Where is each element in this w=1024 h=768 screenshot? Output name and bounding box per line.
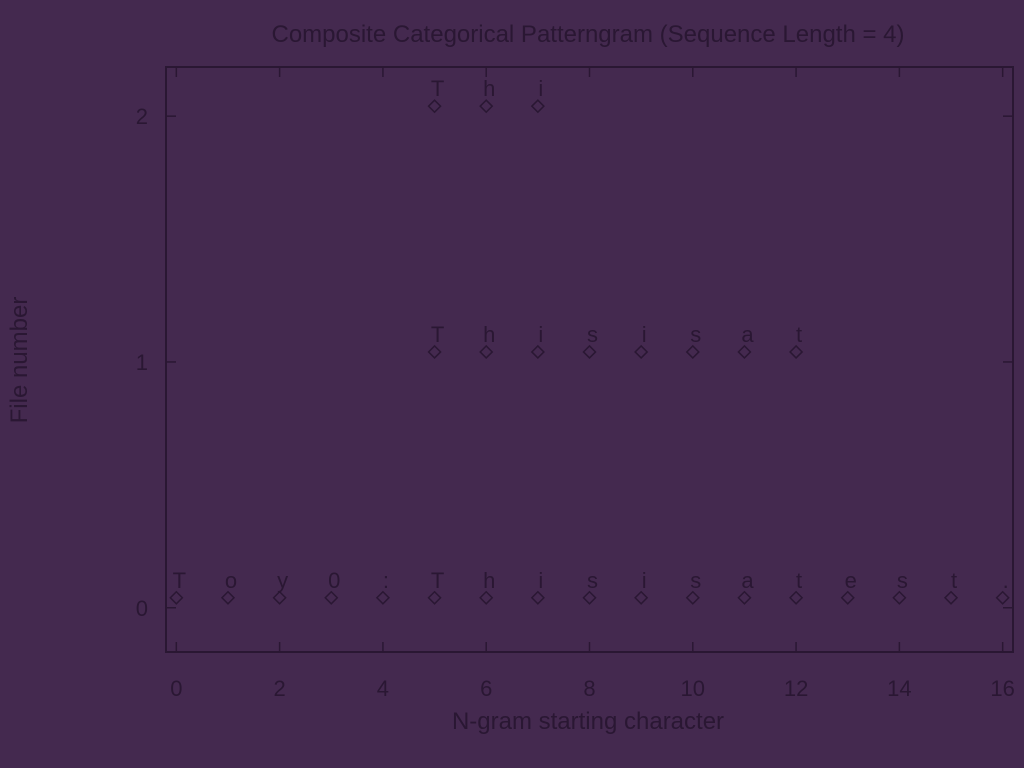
data-point-label: s [587, 322, 598, 347]
x-tick-label: 4 [377, 676, 389, 701]
chart-title: Composite Categorical Patterngram (Seque… [271, 21, 904, 48]
data-point-label: s [690, 322, 701, 347]
data-point-label: T [173, 568, 186, 593]
x-tick-label: 12 [784, 676, 808, 701]
data-point-marker [582, 590, 597, 605]
data-point-marker [530, 590, 545, 605]
data-point-marker [427, 344, 442, 360]
x-tick-label: 6 [480, 676, 492, 701]
data-point-marker [892, 590, 907, 605]
data-point-marker [634, 590, 649, 605]
data-point-label: T [431, 322, 444, 347]
data-point-marker [685, 590, 700, 605]
data-point-label: t [796, 568, 802, 593]
data-point-marker [737, 590, 752, 605]
data-point-marker [272, 590, 287, 605]
data-point-marker [789, 344, 804, 360]
x-tick-label: 8 [583, 676, 595, 701]
y-axis-label: File number [6, 297, 33, 424]
x-tick-label: 14 [887, 676, 911, 701]
data-point-label: h [483, 568, 495, 593]
data-point-label: : [383, 568, 389, 593]
y-tick-label: 1 [136, 350, 148, 375]
data-point-marker [840, 590, 855, 605]
data-point-label: h [483, 76, 495, 101]
data-point-label: i [538, 76, 543, 101]
y-tick-label: 0 [136, 596, 148, 621]
data-point-label: i [642, 568, 647, 593]
data-point-marker [634, 344, 649, 360]
data-point-marker [375, 590, 390, 605]
data-point-label: . [1003, 568, 1009, 593]
data-point-marker [530, 344, 545, 360]
data-point-label: i [538, 322, 543, 347]
data-point-marker [530, 99, 545, 114]
x-tick-label: 2 [273, 676, 285, 701]
data-point-label: s [587, 568, 598, 593]
data-point-marker [737, 344, 752, 360]
x-tick-label: 10 [681, 676, 705, 701]
data-point-label: T [431, 76, 444, 101]
data-point-marker [582, 344, 597, 360]
data-point-label: e [845, 568, 857, 593]
data-point-label: i [538, 568, 543, 593]
data-point-label: o [225, 568, 237, 593]
x-axis-label: N-gram starting character [452, 708, 724, 735]
data-point-marker [479, 99, 494, 114]
data-point-marker [324, 590, 339, 605]
data-point-label: s [690, 568, 701, 593]
data-point-label: 0 [328, 568, 340, 593]
data-point-label: i [642, 322, 647, 347]
data-point-label: h [483, 322, 495, 347]
data-point-marker [789, 590, 804, 605]
x-tick-label: 0 [170, 676, 182, 701]
x-axis: 0 2 4 6 8 10 12 14 16 [170, 67, 1015, 701]
plot-frame [165, 66, 1014, 653]
data-point-marker [169, 590, 184, 605]
data-point-label: a [741, 322, 754, 347]
data-point-label: t [951, 568, 957, 593]
data-point-marker [943, 590, 959, 605]
data-point-marker [479, 590, 494, 605]
data-point-marker [220, 590, 236, 605]
data-point-marker [685, 344, 700, 360]
y-tick-label: 2 [136, 104, 148, 129]
data-point-label: s [897, 568, 908, 593]
data-point-label: T [431, 568, 444, 593]
x-tick-label: 16 [990, 676, 1014, 701]
data-point-marker [479, 344, 494, 360]
data-point-marker [427, 99, 442, 114]
y-axis: 0 1 2 [136, 104, 1013, 621]
data-point-marker [995, 590, 1010, 605]
data-point-marker [427, 590, 442, 605]
data-point-label: t [796, 322, 802, 347]
data-point-label: a [741, 568, 754, 593]
data-point-label: y [277, 568, 288, 593]
